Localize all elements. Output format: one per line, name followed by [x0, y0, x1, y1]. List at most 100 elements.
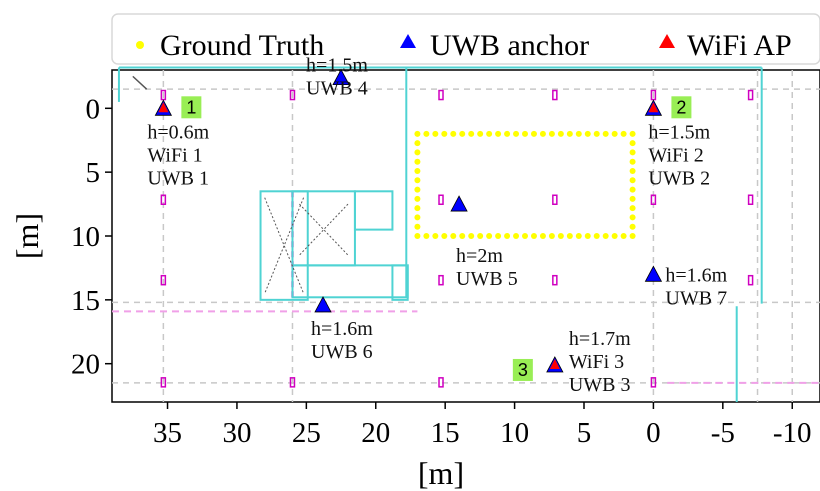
anchor-annotation-line: UWB 3: [569, 374, 631, 396]
wifi-badge-label: 1: [186, 97, 196, 117]
ground-truth-point: [486, 130, 493, 137]
ground-truth-point: [629, 140, 636, 147]
ground-truth-point: [548, 130, 555, 137]
anchor-annotation-line: UWB 4: [306, 78, 368, 100]
y-axis-label: [m]: [9, 213, 45, 259]
ground-truth-point: [629, 149, 636, 156]
floorplan-brace: [132, 75, 148, 90]
floorplan-pillar: [438, 377, 444, 388]
ground-truth-point: [414, 205, 421, 212]
ground-truth-point: [584, 130, 591, 137]
y-tick-label: 15: [71, 285, 100, 317]
x-tick-label: -5: [711, 417, 735, 449]
floorplan-pillar: [747, 89, 754, 101]
legend-label-ground-truth: Ground Truth: [160, 29, 324, 62]
floorplan-room: [353, 190, 394, 231]
y-tick-label: 20: [71, 349, 100, 381]
x-tick-label: 35: [153, 417, 182, 449]
legend: Ground Truth UWB anchor WiFi AP: [111, 13, 820, 65]
ground-truth-point: [575, 233, 582, 239]
ground-truth-point: [414, 149, 421, 156]
ground-truth-point: [423, 130, 430, 137]
ground-truth-track: [414, 130, 636, 239]
ground-truth-point: [629, 167, 636, 174]
ground-truth-point: [522, 130, 528, 137]
floorplan-pillar: [438, 274, 444, 286]
ground-truth-point: [468, 130, 475, 137]
floorplan-pillar: [289, 377, 296, 388]
ground-truth-point: [620, 233, 627, 239]
ground-truth-point: [530, 233, 537, 239]
wifi-ap-marker: [648, 102, 659, 113]
x-tick-label: 10: [500, 417, 529, 449]
anchor-annotation-line: UWB 6: [311, 341, 373, 363]
ground-truth-point: [611, 233, 618, 239]
floorplan-brace: [264, 197, 305, 294]
ground-truth-point: [513, 233, 520, 239]
ground-truth-point: [611, 130, 618, 137]
legend-marker-ground-truth: [136, 41, 144, 49]
ground-truth-point: [450, 233, 457, 239]
ground-truth-point: [423, 233, 430, 239]
x-tick-label: 25: [292, 417, 321, 449]
wifi-badge-label: 2: [676, 97, 686, 117]
ground-truth-point: [495, 130, 502, 137]
ground-truth-point: [432, 233, 439, 239]
ground-truth-point: [486, 233, 493, 239]
ground-truth-point: [593, 233, 600, 239]
ground-truth-point: [459, 130, 466, 137]
ground-truth-point: [414, 177, 421, 184]
x-tick-label: 15: [431, 417, 460, 449]
ground-truth-point: [530, 130, 537, 137]
ground-truth-point: [432, 130, 439, 137]
uwb-anchor-marker: [332, 68, 350, 86]
ground-truth-point: [414, 140, 421, 147]
floorplan-pillar: [160, 194, 167, 205]
ground-truth-point: [414, 195, 421, 202]
ground-truth-point: [629, 177, 636, 184]
ground-truth-point: [602, 130, 609, 137]
y-tick-label: 5: [86, 157, 101, 189]
x-axis-label: [m]: [418, 455, 464, 491]
ground-truth-point: [629, 130, 636, 137]
anchor-annotation-line: WiFi 2: [648, 144, 703, 166]
wifi-ap-marker: [158, 102, 169, 113]
x-tick-label: 5: [577, 417, 592, 449]
wifi-badge: [512, 358, 533, 381]
ground-truth-point: [450, 130, 457, 137]
legend-marker-uwb-anchor: [400, 34, 416, 48]
floorplan-pillar: [747, 194, 754, 205]
ground-truth-point: [414, 233, 421, 239]
anchor-annotation-line: h=0.6m: [147, 121, 209, 143]
anchor-annotation-line: UWB 2: [648, 167, 710, 189]
anchor-annotation-line: WiFi 3: [569, 351, 624, 373]
floorplan-background: [112, 66, 820, 402]
ground-truth-point: [629, 186, 636, 193]
ground-truth-point: [513, 130, 520, 137]
floorplan-room: [259, 190, 309, 301]
y-tick-label: 0: [86, 93, 101, 125]
ground-truth-point: [522, 233, 528, 239]
ground-truth-point: [584, 233, 591, 239]
ground-truth-point: [504, 130, 511, 137]
ground-truth-point: [539, 130, 546, 137]
floorplan-pillar: [552, 89, 558, 101]
ground-truth-point: [414, 186, 421, 193]
ground-truth-point: [566, 130, 573, 137]
x-axis-ticks: 35 30 25 20 15 10 5 0 -5 -10: [153, 402, 812, 449]
ground-truth-point: [504, 233, 511, 239]
floorplan-room: [391, 264, 409, 301]
ground-truth-point: [629, 205, 636, 212]
ground-truth-point: [557, 233, 564, 239]
floorplan-pillar: [438, 89, 444, 101]
anchor-annotation-line: UWB 7: [665, 287, 727, 309]
ground-truth-point: [539, 233, 546, 239]
ground-truth-point: [566, 233, 573, 239]
ground-truth-point: [414, 214, 421, 221]
ground-truth-point: [414, 167, 421, 174]
ground-truth-point: [414, 158, 421, 165]
floorplan-pillar: [650, 377, 657, 388]
ground-truth-point: [495, 233, 502, 239]
